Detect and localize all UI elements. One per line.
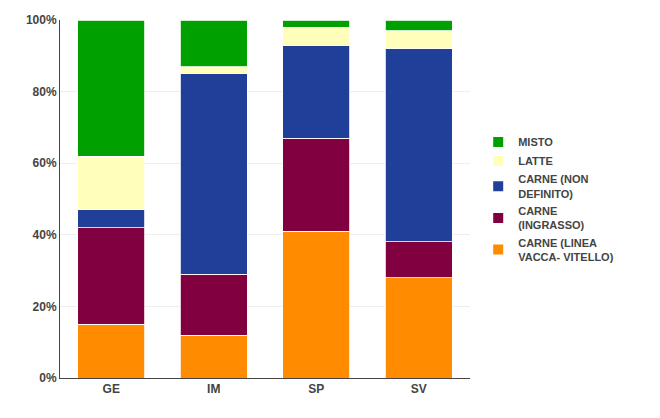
svg-text:SP: SP	[308, 382, 324, 396]
svg-text:40%: 40%	[33, 228, 57, 242]
svg-text:GE: GE	[103, 382, 120, 396]
svg-text:100%: 100%	[26, 13, 57, 27]
svg-text:MISTO: MISTO	[518, 136, 553, 148]
svg-text:0%: 0%	[39, 371, 57, 385]
svg-text:CARNE(INGRASSO): CARNE(INGRASSO)	[518, 205, 584, 231]
svg-text:20%: 20%	[33, 300, 57, 314]
svg-text:SV: SV	[411, 382, 427, 396]
svg-text:CARNE (NONDEFINITO): CARNE (NONDEFINITO)	[518, 173, 588, 199]
svg-text:60%: 60%	[33, 156, 57, 170]
svg-text:CARNE (LINEAVACCA- VITELLO): CARNE (LINEAVACCA- VITELLO)	[518, 237, 613, 263]
svg-text:LATTE: LATTE	[518, 155, 553, 167]
svg-text:IM: IM	[207, 382, 220, 396]
svg-text:80%: 80%	[33, 85, 57, 99]
